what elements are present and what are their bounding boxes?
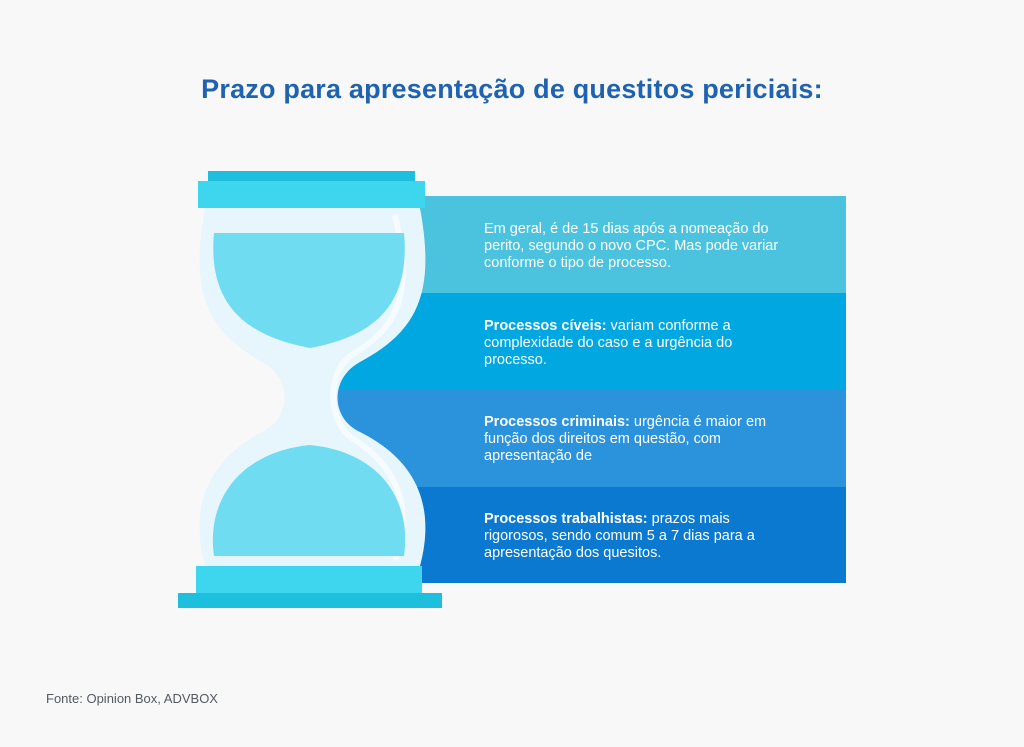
band-description: urgência é maior em função dos direitos … xyxy=(484,414,767,464)
band-description: variam conforme a complexidade do caso e… xyxy=(484,318,733,368)
band-description: Em geral, é de 15 dias após a nomeação d… xyxy=(484,221,779,271)
band-label: Processos criminais: xyxy=(484,414,630,430)
bottom-cap-base xyxy=(178,593,442,608)
source-note: Fonte: Opinion Box, ADVBOX xyxy=(46,691,218,706)
hourglass-glass-highlight xyxy=(330,214,406,562)
info-band-civil: Processos cíveis: variam conforme a comp… xyxy=(330,293,846,390)
top-cap xyxy=(198,181,425,208)
top-sand xyxy=(213,233,405,348)
band-description: prazos mais rigorosos, sendo comum 5 a 7… xyxy=(484,511,755,561)
page-title: Prazo para apresentação de questitos per… xyxy=(201,74,823,104)
band-label: Processos trabalhistas: xyxy=(484,511,648,527)
info-band-text: Processos criminais: urgência é maior em… xyxy=(484,414,784,465)
band-label: Processos cíveis: xyxy=(484,318,607,334)
top-cap-rim xyxy=(208,171,415,181)
info-band-text: Em geral, é de 15 dias após a nomeação d… xyxy=(484,221,784,272)
bottom-sand xyxy=(212,445,406,556)
hourglass-icon xyxy=(178,171,442,608)
bottom-cap xyxy=(196,566,422,593)
info-band-text: Processos cíveis: variam conforme a comp… xyxy=(484,318,784,369)
info-band-text: Processos trabalhistas: prazos mais rigo… xyxy=(484,511,784,562)
info-band-criminal: Processos criminais: urgência é maior em… xyxy=(330,390,846,487)
